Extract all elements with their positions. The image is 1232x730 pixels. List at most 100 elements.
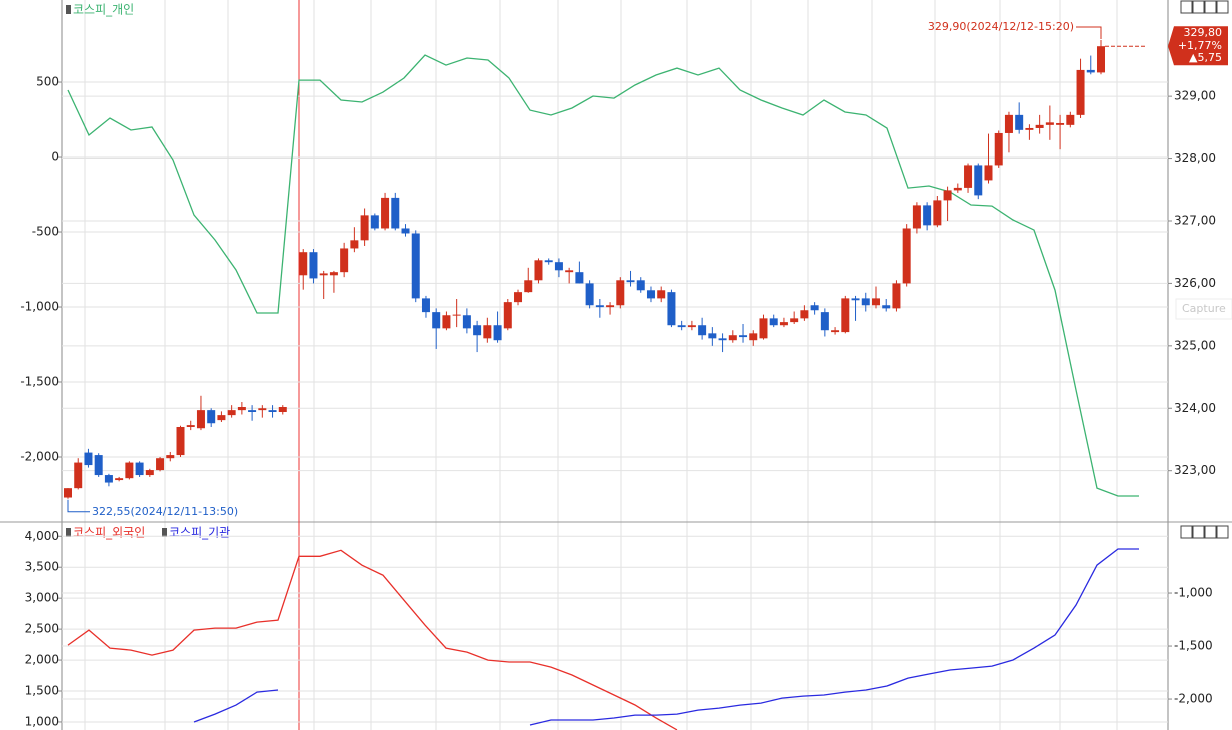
candle-body bbox=[575, 272, 584, 284]
y-tick-label: -1,000 bbox=[20, 300, 59, 314]
candle-body bbox=[544, 260, 553, 263]
candle-body bbox=[217, 415, 226, 421]
y2-tick-label: -1,000 bbox=[1174, 586, 1213, 600]
candle-body bbox=[268, 410, 277, 413]
candle-body bbox=[616, 280, 625, 306]
legend-entry: 코스피_외국인 bbox=[73, 526, 145, 540]
y2-tick-label: 327,00 bbox=[1174, 213, 1216, 227]
candle-body bbox=[329, 272, 338, 276]
candle-body bbox=[585, 283, 594, 306]
candle-body bbox=[1056, 122, 1065, 125]
candle-body bbox=[595, 305, 604, 308]
candle-body bbox=[923, 205, 932, 226]
candle-body bbox=[984, 165, 993, 181]
candle-body bbox=[125, 462, 134, 479]
y-tick-label: 2,500 bbox=[25, 622, 59, 636]
button[interactable] bbox=[1216, 0, 1229, 14]
y-tick-label: 500 bbox=[36, 75, 59, 89]
candle-body bbox=[871, 298, 880, 306]
candle-body bbox=[657, 290, 666, 299]
candle-body bbox=[1015, 114, 1024, 130]
candle-body bbox=[176, 426, 185, 456]
candle-body bbox=[411, 233, 420, 299]
candle-body bbox=[1035, 124, 1044, 128]
y-tick-label: 2,000 bbox=[25, 653, 59, 667]
candle-body bbox=[340, 248, 349, 273]
annotation-leader bbox=[1076, 26, 1102, 39]
candle-body bbox=[503, 302, 512, 329]
line-series bbox=[67, 54, 1139, 497]
button[interactable] bbox=[1192, 525, 1205, 539]
candle-body bbox=[810, 305, 819, 311]
candle-body bbox=[708, 333, 717, 339]
candle-body bbox=[831, 330, 840, 333]
candle-body bbox=[115, 478, 124, 481]
y2-tick-label: 328,00 bbox=[1174, 151, 1216, 165]
button[interactable] bbox=[1180, 0, 1193, 14]
candle-body bbox=[237, 407, 246, 411]
candle-body bbox=[381, 197, 390, 229]
candle-body bbox=[514, 292, 523, 303]
candle-body bbox=[1097, 46, 1105, 73]
candle-body bbox=[718, 338, 727, 341]
line-series bbox=[67, 549, 678, 730]
candle-body bbox=[820, 312, 829, 331]
button[interactable] bbox=[1216, 525, 1229, 539]
candle-body bbox=[698, 325, 707, 336]
candle-body bbox=[882, 305, 891, 309]
candle-body bbox=[156, 458, 165, 471]
candle-body bbox=[248, 410, 257, 413]
legend-entry: 코스피_기관 bbox=[169, 526, 230, 540]
plot-area bbox=[67, 548, 1139, 730]
candle-body bbox=[851, 298, 860, 301]
candle-body bbox=[421, 298, 430, 313]
candle-body bbox=[667, 292, 676, 326]
candle-body bbox=[953, 187, 962, 191]
line-series bbox=[193, 548, 1139, 726]
y2-tick-label: 329,00 bbox=[1174, 89, 1216, 103]
candle-body bbox=[483, 325, 492, 339]
price-box-price: 329,80 bbox=[1184, 26, 1223, 39]
y-tick-label: -1,500 bbox=[20, 375, 59, 389]
candle-body bbox=[994, 132, 1003, 166]
candle-body bbox=[841, 298, 850, 333]
candle-body bbox=[912, 205, 921, 229]
candle-body bbox=[104, 475, 113, 483]
candle-body bbox=[1004, 114, 1013, 133]
panel-buttons[interactable] bbox=[1180, 0, 1229, 539]
y2-tick-label: 323,00 bbox=[1174, 463, 1216, 477]
overlay-text: Capture bbox=[1182, 302, 1226, 315]
candle-body bbox=[534, 260, 543, 281]
candle-body bbox=[769, 318, 778, 326]
candle-body bbox=[299, 252, 308, 276]
candle-body bbox=[319, 273, 328, 276]
candle-body bbox=[790, 318, 799, 323]
candle-body bbox=[462, 315, 471, 329]
low-annotation: 322,55(2024/12/11-13:50) bbox=[92, 505, 238, 518]
y2-tick-label: -2,000 bbox=[1174, 692, 1213, 706]
candle-body bbox=[677, 325, 686, 328]
y2-tick-label: 325,00 bbox=[1174, 338, 1216, 352]
candle-body bbox=[892, 283, 901, 309]
candle-body bbox=[964, 165, 973, 188]
candle-body bbox=[166, 455, 175, 459]
candle-body bbox=[524, 280, 533, 293]
high-annotation: 329,90(2024/12/12-15:20) bbox=[928, 20, 1074, 33]
button[interactable] bbox=[1192, 0, 1205, 14]
candle-body bbox=[350, 240, 359, 249]
button[interactable] bbox=[1180, 525, 1193, 539]
candle-body bbox=[370, 215, 379, 229]
candle-body bbox=[933, 200, 942, 226]
candle-body bbox=[902, 228, 911, 284]
button[interactable] bbox=[1204, 525, 1217, 539]
candle-body bbox=[135, 462, 144, 476]
candle-body bbox=[145, 470, 154, 476]
candle-body bbox=[473, 325, 482, 336]
candle-body bbox=[74, 462, 83, 489]
candle-body bbox=[1025, 127, 1034, 130]
candle-body bbox=[687, 325, 696, 328]
button[interactable] bbox=[1204, 0, 1217, 14]
annotation-leader bbox=[67, 499, 90, 513]
